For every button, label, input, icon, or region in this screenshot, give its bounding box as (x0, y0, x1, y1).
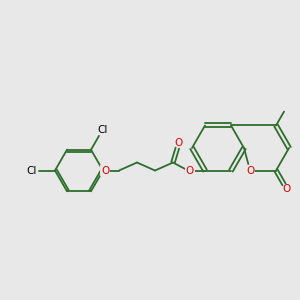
Text: O: O (282, 184, 291, 194)
Text: O: O (186, 166, 194, 176)
Text: Cl: Cl (97, 125, 108, 135)
Text: O: O (175, 138, 183, 148)
Text: O: O (246, 166, 254, 176)
Text: O: O (101, 166, 109, 176)
Text: Cl: Cl (27, 166, 37, 176)
